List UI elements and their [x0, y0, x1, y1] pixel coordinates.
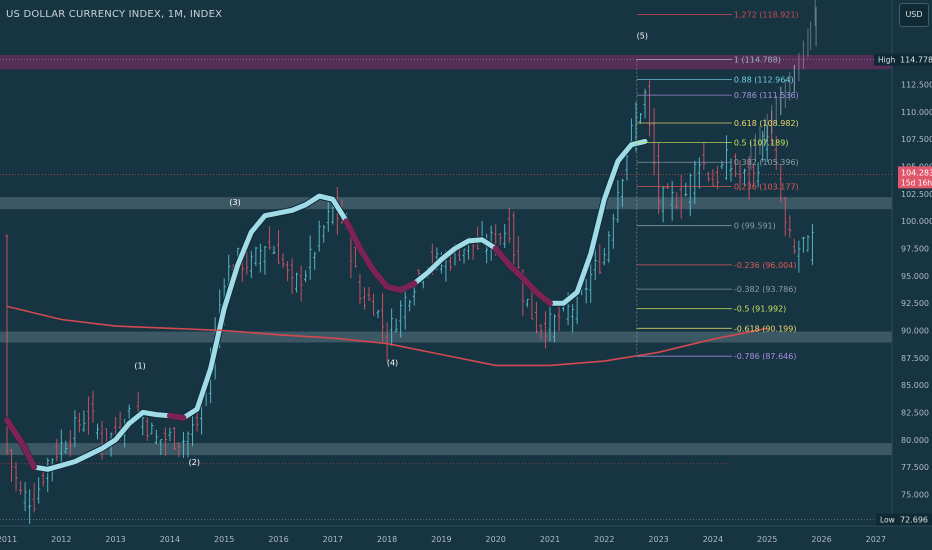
price-tick-label: 75.000 [901, 490, 929, 499]
wave-label: (2) [189, 458, 200, 467]
moving-average-line [6, 305, 768, 367]
price-tick-label: 110.000 [901, 108, 932, 117]
wave-label: (1) [134, 362, 145, 371]
fib-level-label: 0 (99.591) [734, 222, 776, 231]
last-price-countdown: 15d 16h [901, 178, 932, 187]
year-tick-label: 2012 [51, 535, 71, 544]
fib-level-label: -0.236 (96.004) [734, 261, 797, 270]
fib-level-label: -0.382 (93.786) [734, 285, 797, 294]
year-tick-label: 2019 [431, 535, 451, 544]
year-tick-label: 2022 [594, 535, 614, 544]
price-tick-label: 112.500 [901, 81, 932, 90]
last-price-tag [898, 166, 932, 189]
low-tag-label: Low [880, 516, 895, 525]
year-tick-label: 2023 [648, 535, 668, 544]
zone-mid [0, 197, 892, 210]
fib-level-label: -0.5 (91.992) [734, 305, 786, 314]
ribbon-down-segment [492, 245, 553, 307]
time-axis[interactable]: 2011 2012 2013 2014 2015 2016 2017 2018 2019 2020… [0, 525, 932, 550]
price-tick-label: 107.500 [901, 135, 932, 144]
year-tick-label: 2014 [160, 535, 180, 544]
low-tag-bg [876, 513, 896, 526]
price-tick-label: 85.000 [901, 381, 929, 390]
currency-button[interactable]: USD [899, 3, 929, 27]
high-value-bg [896, 53, 932, 66]
fib-level-label: -0.786 (87.646) [734, 352, 797, 361]
fib-level-label: 0.382 (105.396) [734, 158, 799, 167]
fib-level-label: 0.786 (111.536) [734, 91, 799, 100]
price-tick-label: 80.000 [901, 436, 929, 445]
year-tick-label: 2025 [757, 535, 777, 544]
wave-label: (4) [387, 358, 398, 367]
zones-layer [0, 55, 892, 456]
fib-level-label: -0.618 (90.199) [734, 324, 797, 333]
fib-level-label: 0.5 (107.189) [734, 139, 789, 148]
zone-79 [0, 443, 892, 456]
fib-level-label: 1.272 (118.921) [734, 10, 799, 19]
low-value-bg [896, 513, 932, 526]
series-layer [3, 137, 768, 473]
wave-labels: (1) (2) (3) (4) (5) [134, 32, 648, 467]
price-tick-label: 92.500 [901, 299, 929, 308]
fib-level-label: 0.88 (112.964) [734, 76, 794, 85]
fibonacci-levels: 1.272 (118.921) 1 (114.788) 0.88 (112.964)… [636, 10, 799, 361]
wave-label: (3) [229, 198, 240, 207]
wave-label: (5) [637, 32, 648, 41]
year-tick-label: 2011 [0, 535, 17, 544]
ribbon-down-segment [343, 218, 418, 293]
high-tag-label: High [878, 56, 895, 65]
year-tick-label: 2021 [540, 535, 560, 544]
year-tick-label: 2015 [214, 535, 234, 544]
high-value: 114.778 [900, 56, 932, 65]
zone-90 [0, 331, 892, 343]
year-tick-label: 2018 [377, 535, 397, 544]
ribbon-down-segment [4, 417, 38, 471]
price-tick-label: 77.500 [901, 463, 929, 472]
price-tick-label: 87.500 [901, 354, 929, 363]
fib-level-label: 0.618 (108.982) [734, 119, 799, 128]
forecast-bars [750, 0, 817, 170]
last-price-value: 104.283 [901, 168, 932, 177]
low-value: 72.696 [900, 516, 928, 525]
year-tick-label: 2027 [866, 535, 886, 544]
price-tick-label: 95.000 [901, 272, 929, 281]
price-tick-label: 97.500 [901, 245, 929, 254]
year-tick-label: 2013 [105, 535, 125, 544]
fib-level-label: 0.236 (103.177) [734, 182, 799, 191]
year-tick-label: 2020 [486, 535, 506, 544]
year-tick-label: 2024 [703, 535, 723, 544]
year-tick-label: 2026 [811, 535, 831, 544]
price-tick-label: 102.500 [901, 190, 932, 199]
year-tick-label: 2016 [268, 535, 288, 544]
high-tag-bg [874, 53, 896, 66]
price-tick-label: 90.000 [901, 326, 929, 335]
time-axis-bg [0, 526, 932, 550]
year-tick-label: 2017 [323, 535, 343, 544]
resistance-zone [0, 55, 892, 70]
fib-level-label: 1 (114.788) [734, 56, 781, 65]
price-tick-label: 82.500 [901, 408, 929, 417]
price-axis[interactable]: 75.000 77.500 80.000 82.500 85.000 87.500 90.0… [874, 0, 932, 550]
price-tick-label: 100.000 [901, 217, 932, 226]
chart-title: US DOLLAR CURRENCY INDEX, 1M, INDEX [6, 9, 223, 20]
ribbon-down-segment [166, 412, 187, 421]
